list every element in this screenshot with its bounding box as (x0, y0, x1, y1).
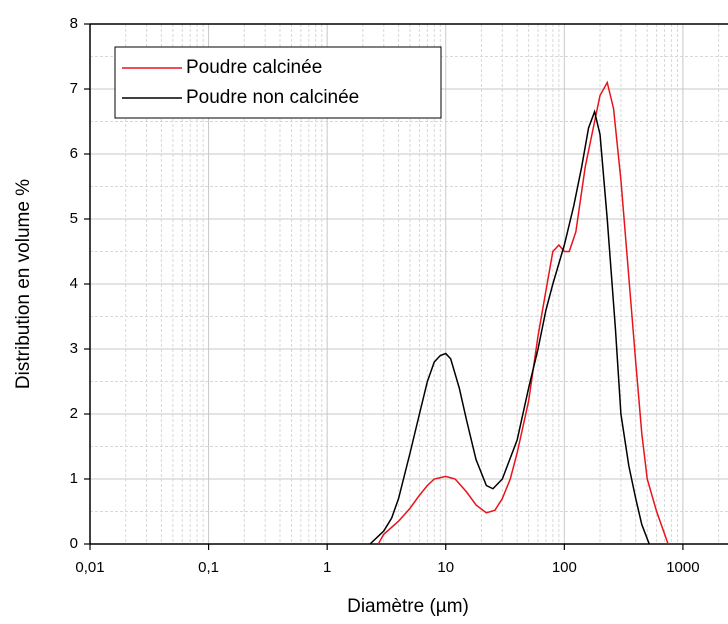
y-axis-title: Distribution en volume % (13, 179, 34, 389)
legend-text: Poudre calcinée (186, 57, 322, 78)
y-tick-label: 3 (70, 340, 78, 357)
x-tick-label: 1000 (666, 559, 699, 576)
y-tick-label: 5 (70, 210, 78, 227)
y-tick-label: 7 (70, 80, 78, 97)
data-line (377, 80, 669, 545)
x-axis-title: Diamètre (µm) (347, 596, 469, 617)
legend: Poudre calcinée Poudre non calcinée (114, 46, 442, 119)
y-tick-label: 1 (70, 470, 78, 487)
y-tick-label: 8 (70, 15, 78, 32)
legend-box (114, 46, 442, 119)
x-tick-label: 10 (437, 559, 454, 576)
y-tick-label: 2 (70, 405, 78, 422)
x-tick-label: 100 (552, 559, 577, 576)
y-tick-label: 6 (70, 145, 78, 162)
x-tick-label: 1 (323, 559, 331, 576)
y-tick-label: 4 (70, 275, 78, 292)
y-tick-label: 0 (70, 535, 78, 552)
x-tick-label: 0,01 (75, 559, 104, 576)
x-tick-label: 0,1 (198, 559, 219, 576)
legend-text: Poudre non calcinée (186, 87, 359, 108)
data-line (369, 109, 650, 545)
